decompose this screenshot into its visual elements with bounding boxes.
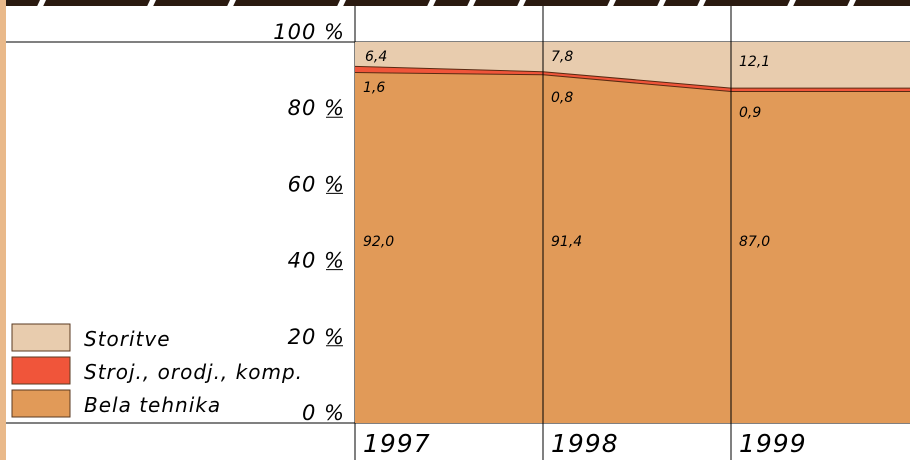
area-boundary bbox=[354, 72, 910, 92]
data-label: 6,4 bbox=[365, 49, 387, 65]
y-tick-label: 60 % bbox=[288, 172, 345, 196]
data-label: 7,8 bbox=[551, 49, 573, 65]
top-row bbox=[6, 0, 910, 7]
top-band-gap bbox=[226, 0, 236, 7]
top-band-gap bbox=[36, 0, 46, 7]
area-stroj-orodj-komp bbox=[355, 66, 910, 92]
top-band-gap bbox=[146, 0, 156, 7]
data-label: 12,1 bbox=[739, 54, 770, 70]
data-label: 0,9 bbox=[739, 105, 761, 121]
y-tick-label: 40 % bbox=[288, 249, 345, 273]
top-band-gap bbox=[786, 0, 796, 7]
data-label: 87,0 bbox=[739, 234, 770, 250]
y-axis-ticks: 0 % 20 % 40 % 60 % 80 % 100 % bbox=[273, 20, 345, 425]
top-band-gap bbox=[466, 0, 476, 7]
top-band-gap bbox=[516, 0, 526, 7]
x-tick-label: 1999 bbox=[739, 429, 807, 458]
data-labels: 92,0 91,4 87,0 1,6 0,8 0,9 6,4 7,8 12,1 bbox=[363, 49, 770, 250]
legend-swatch bbox=[11, 356, 71, 385]
y-tick-label: 20 % bbox=[288, 325, 345, 349]
data-label: 0,8 bbox=[551, 90, 573, 106]
y-tick-label: 80 % bbox=[288, 96, 345, 120]
top-band bbox=[6, 0, 910, 6]
legend-swatch bbox=[11, 323, 71, 352]
year-separators bbox=[542, 6, 732, 460]
top-band-gap bbox=[656, 0, 666, 7]
area-series bbox=[354, 42, 910, 423]
top-band-gap bbox=[426, 0, 436, 7]
legend: Storitve Stroj., orodj., komp. Bela tehnik… bbox=[11, 323, 303, 418]
left-frame-strip bbox=[0, 0, 6, 460]
legend-label: Storitve bbox=[84, 327, 171, 351]
data-label: 92,0 bbox=[363, 234, 394, 250]
x-axis-ticks: 1997 1998 1999 bbox=[363, 429, 807, 458]
y-tick-label: 100 % bbox=[273, 20, 345, 44]
area-boundary bbox=[354, 65, 910, 89]
data-label: 91,4 bbox=[551, 234, 582, 250]
legend-label: Bela tehnika bbox=[84, 393, 221, 417]
legend-swatch bbox=[11, 389, 71, 418]
top-band-gap bbox=[336, 0, 346, 7]
top-band-gap bbox=[606, 0, 616, 7]
legend-label: Stroj., orodj., komp. bbox=[84, 360, 303, 384]
y-tick-label: 0 % bbox=[302, 401, 345, 425]
top-band-gap bbox=[696, 0, 706, 7]
x-tick-label: 1997 bbox=[363, 429, 431, 458]
x-tick-label: 1998 bbox=[551, 429, 619, 458]
data-label: 1,6 bbox=[363, 80, 385, 96]
top-band-gap bbox=[846, 0, 856, 7]
area-bela-tehnika bbox=[355, 72, 910, 423]
area-storitve bbox=[355, 42, 910, 89]
